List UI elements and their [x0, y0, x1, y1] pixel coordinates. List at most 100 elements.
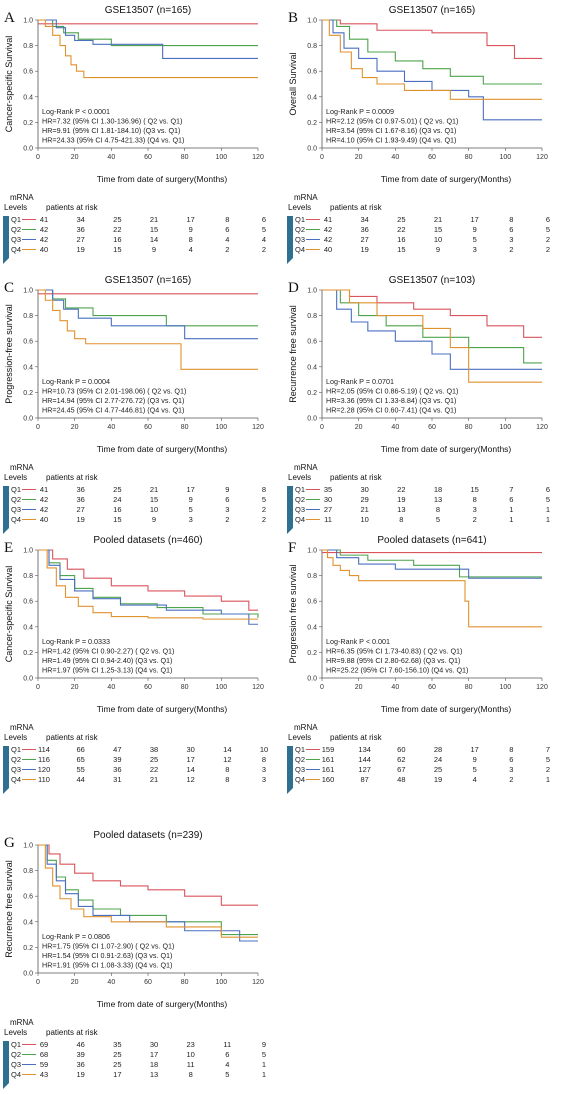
risk-cell: 2	[546, 245, 550, 254]
risk-cell: 36	[76, 495, 84, 504]
x-tick-label: 100	[215, 154, 227, 161]
risk-cell: 14	[223, 745, 231, 754]
x-tick-label: 100	[499, 424, 511, 431]
risk-cell: 15	[113, 245, 121, 254]
risk-cell: 42	[40, 505, 48, 514]
panel-letter: D	[288, 280, 299, 296]
risk-cell: 19	[76, 1070, 84, 1079]
risk-cell: 39	[113, 755, 121, 764]
chart-title: GSE13507 (n=165)	[389, 5, 475, 16]
risk-cell: 42	[40, 495, 48, 504]
risk-cell: 16	[113, 505, 121, 514]
risk-cell: 39	[76, 1050, 84, 1059]
risk-row-label: Q3	[295, 765, 305, 774]
y-tick-label: 1.0	[307, 18, 317, 25]
km-curve-q2	[322, 549, 542, 578]
km-panel-d: D GSE13507 (n=103) Recurrence free surviva…	[284, 270, 564, 534]
y-axis-label: Progression-free survival	[4, 304, 14, 404]
risk-row-label: Q1	[11, 1040, 21, 1049]
x-tick-label: 80	[465, 424, 473, 431]
stat-line: HR=14.94 (95% CI 2.77-276.72) (Q3 vs. Q1…	[42, 396, 184, 405]
panel-letter: F	[288, 540, 296, 556]
km-panel-c: C GSE13507 (n=165) Progression-free surviv…	[0, 270, 280, 534]
risk-cell: 8	[189, 235, 193, 244]
x-tick-label: 60	[144, 424, 152, 431]
risk-cell: 65	[76, 755, 84, 764]
risk-cell: 1	[262, 1060, 266, 1069]
risk-cell: 36	[76, 485, 84, 494]
risk-cell: 34	[360, 215, 368, 224]
risk-cell: 69	[40, 1040, 48, 1049]
stat-line: HR=4.10 (95% CI 1.93-9.49) (Q4 vs. Q1)	[326, 136, 456, 145]
risk-cell: 27	[76, 235, 84, 244]
x-tick-label: 100	[215, 684, 227, 691]
mrna-label: mRNA	[10, 723, 34, 732]
risk-cell: 2	[509, 245, 513, 254]
y-tick-label: 0.0	[307, 676, 317, 683]
km-curve-q1	[38, 844, 258, 906]
risk-cell: 47	[113, 745, 121, 754]
risk-cell: 8	[225, 765, 229, 774]
x-axis-label: Time from date of surgery(Months)	[381, 174, 512, 184]
risk-cell: 46	[76, 1040, 84, 1049]
risk-cell: 3	[262, 765, 266, 774]
km-curve-q4	[322, 19, 542, 100]
risk-cell: 7	[546, 745, 550, 754]
risk-row-label: Q4	[295, 515, 305, 524]
risk-cell: 27	[324, 505, 332, 514]
stat-line: HR=3.36 (95% CI 1.33-8.84) (Q3 vs. Q1)	[326, 396, 456, 405]
risk-cell: 11	[223, 1040, 231, 1049]
risk-cell: 5	[262, 1050, 266, 1059]
risk-cell: 25	[150, 755, 158, 764]
y-tick-label: 0.4	[23, 364, 33, 371]
risk-row-label: Q4	[11, 775, 21, 784]
x-axis-label: Time from date of surgery(Months)	[97, 444, 228, 454]
km-curve-q1	[38, 549, 258, 611]
risk-cell: 9	[436, 245, 440, 254]
km-chart-c: C GSE13507 (n=165) Progression-free surviv…	[3, 275, 266, 534]
risk-cell: 5	[546, 495, 550, 504]
stat-line: HR=9.91 (95% CI 1.81-184.10) (Q3 vs. Q1)	[42, 126, 180, 135]
risk-cell: 17	[150, 1050, 158, 1059]
risk-row-label: Q3	[11, 1060, 21, 1069]
risk-cell: 36	[76, 225, 84, 234]
risk-cell: 4	[473, 775, 477, 784]
x-tick-label: 40	[107, 979, 115, 986]
x-axis-label: Time from date of surgery(Months)	[97, 999, 228, 1009]
risk-cell: 19	[76, 515, 84, 524]
risk-cell: 11	[324, 515, 332, 524]
km-curve-q3	[38, 844, 258, 942]
risk-cell: 8	[225, 775, 229, 784]
risk-cell: 161	[322, 765, 335, 774]
y-tick-label: 0.8	[307, 573, 317, 580]
km-curve-q2	[38, 549, 259, 618]
risk-row-label: Q4	[11, 515, 21, 524]
risk-cell: 17	[470, 215, 478, 224]
km-curve-q1	[322, 289, 542, 338]
risk-cell: 3	[473, 505, 477, 514]
risk-cell: 17	[186, 215, 194, 224]
risk-cell: 19	[434, 775, 442, 784]
risk-cell: 59	[40, 1060, 48, 1069]
stat-line: HR=25.22 (95% CI 7.60-156.10) (Q4 vs. Q1…	[326, 666, 468, 675]
km-panel-g: G Pooled datasets (n=239) Recurrence free …	[0, 825, 280, 1089]
risk-cell: 44	[76, 775, 84, 784]
risk-cell: 25	[434, 765, 442, 774]
x-tick-label: 0	[36, 684, 40, 691]
stat-line: HR=7.32 (95% CI 1.30-136.96) ( Q2 vs. Q1…	[42, 117, 182, 126]
risk-cell: 161	[322, 755, 335, 764]
risk-header: patients at risk	[330, 203, 383, 212]
x-tick-label: 80	[465, 684, 473, 691]
km-curve-q3	[322, 289, 542, 370]
levels-label: Levels	[288, 733, 311, 742]
x-tick-label: 0	[320, 154, 324, 161]
risk-cell: 4	[225, 1060, 229, 1069]
risk-cell: 19	[397, 495, 405, 504]
y-tick-label: 0.0	[307, 416, 317, 423]
y-tick-label: 0.4	[23, 94, 33, 101]
risk-cell: 1	[546, 775, 550, 784]
risk-header: patients at risk	[46, 203, 99, 212]
x-tick-label: 40	[391, 424, 399, 431]
y-tick-label: 0.8	[23, 43, 33, 50]
y-tick-label: 0.6	[23, 599, 33, 606]
